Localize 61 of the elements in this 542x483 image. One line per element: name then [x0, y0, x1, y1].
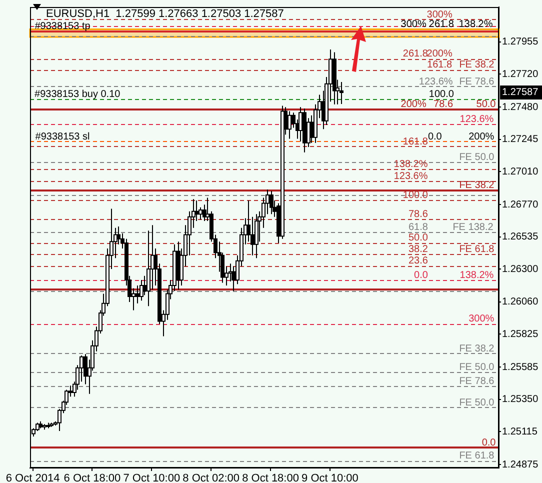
- annotation: FE 78.6: [459, 76, 495, 88]
- annotation: FE 50.0: [459, 362, 495, 373]
- y-tick-label: 1.25825: [502, 328, 539, 340]
- y-tick-label: 1.27955: [502, 36, 539, 48]
- annotation: 1.27587: [502, 87, 539, 98]
- y-tick-label: 1.26060: [502, 296, 539, 308]
- annotation: 200%: [468, 131, 494, 142]
- annotation: 161.8: [402, 136, 428, 148]
- annotation: FE 61.8: [459, 450, 495, 462]
- annotation: 138.2%: [458, 19, 493, 30]
- y-tick-label: 1.27480: [502, 102, 539, 113]
- annotation: #9338153 sl: [35, 131, 90, 142]
- y-tick-label: 1.25115: [502, 426, 538, 438]
- x-tick-label: 6 Oct 2014: [6, 472, 60, 483]
- annotation: 100.0: [428, 89, 454, 100]
- annotation: FE 38.2: [459, 60, 495, 71]
- annotation: FE 38.2: [459, 180, 495, 191]
- annotation: FE 138.2: [452, 222, 494, 234]
- annotation: FE 78.6: [459, 376, 495, 388]
- annotation: 0.0: [428, 131, 442, 142]
- annotation: 38.2: [408, 244, 428, 255]
- annotation: 78.6: [434, 98, 454, 110]
- annotation: 61.8: [408, 222, 428, 234]
- y-tick-label: 1.27245: [502, 134, 539, 146]
- x-tick-label: 8 Oct 02:00: [182, 472, 240, 483]
- annotation: 200%: [400, 98, 426, 110]
- x-tick-label: 8 Oct 18:00: [242, 472, 299, 483]
- y-tick-label: 1.27010: [502, 166, 539, 178]
- x-tick-label: 7 Oct 10:00: [123, 472, 180, 483]
- x-tick-label: 9 Oct 10:00: [302, 472, 358, 483]
- annotation: 0.0: [414, 270, 428, 281]
- y-tick-label: 1.26770: [502, 199, 539, 210]
- annotation: 161.8: [427, 60, 453, 71]
- x-tick-label: 6 Oct 18:00: [64, 472, 121, 483]
- y-tick-label: 1.27720: [502, 68, 539, 80]
- annotation: FE 38.2: [459, 343, 495, 354]
- chart-title: EURUSD,H1 1.27599 1.27663 1.27503 1.27587: [46, 8, 284, 20]
- annotation: 200%: [426, 48, 452, 60]
- annotation: 123.6%: [418, 76, 453, 88]
- annotation: FE 61.8: [459, 244, 495, 255]
- annotation: FE 50.0: [459, 397, 495, 408]
- annotation: 0.0: [482, 437, 496, 448]
- annotation: 123.6%: [394, 170, 428, 182]
- annotation: #9338153 buy 0.10: [34, 89, 121, 100]
- annotation: FE 50.0: [459, 152, 495, 164]
- annotation: 138.2%: [460, 270, 494, 281]
- annotation: 123.6%: [460, 114, 494, 125]
- annotation: 78.6: [408, 208, 428, 220]
- annotation: 138.2%: [394, 159, 428, 170]
- annotation: 23.6: [408, 256, 428, 267]
- annotation: 300%: [426, 9, 452, 20]
- annotation: 300%: [468, 314, 494, 325]
- y-tick-label: 1.25350: [502, 394, 539, 406]
- y-tick-label: 1.25585: [502, 362, 539, 373]
- annotation: 50.0: [476, 98, 496, 110]
- y-tick-label: 1.26300: [502, 264, 539, 275]
- y-tick-label: 1.24875: [502, 459, 539, 470]
- annotation: 261.8: [402, 48, 428, 60]
- y-tick-label: 1.26535: [502, 232, 539, 243]
- annotation: 50.0: [408, 232, 428, 244]
- annotation: 100.0: [402, 190, 428, 202]
